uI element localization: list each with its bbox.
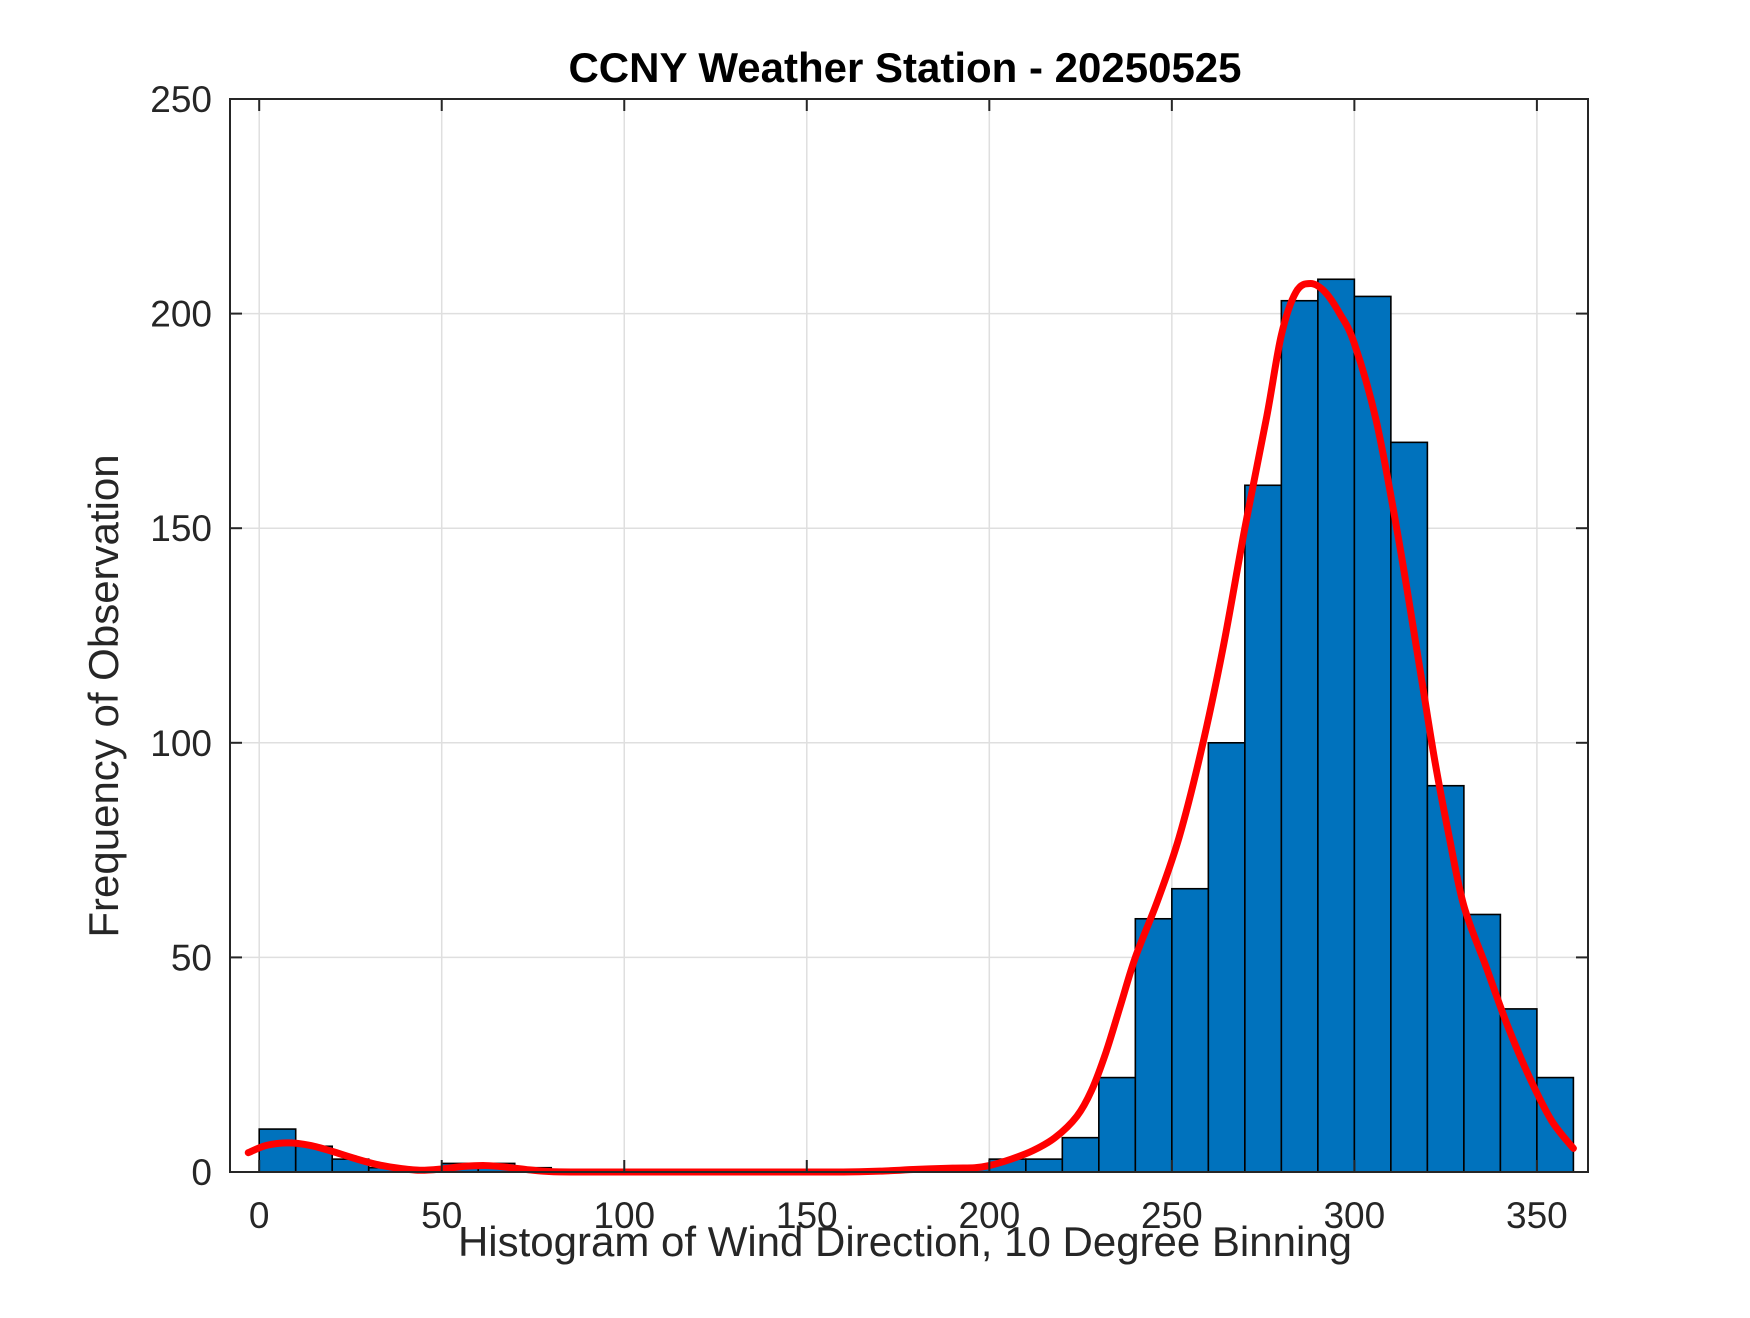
- x-tick-label: 50: [421, 1195, 462, 1236]
- y-tick-label: 200: [150, 294, 212, 335]
- histogram-bar: [1317, 278, 1356, 1173]
- y-tick-label: 50: [171, 937, 212, 978]
- histogram-bar: [1025, 1158, 1064, 1173]
- histogram-bar: [1390, 441, 1429, 1173]
- fit-curve-layer: [244, 280, 1577, 1176]
- chart-title: CCNY Weather Station - 20250525: [568, 44, 1241, 91]
- histogram-bar: [1134, 917, 1173, 1173]
- histogram-bar: [1061, 1136, 1100, 1173]
- x-tick-label: 250: [1141, 1195, 1203, 1236]
- histogram-bar: [1207, 741, 1246, 1173]
- y-axis-label: Frequency of Observation: [80, 454, 127, 937]
- x-tick-label: 100: [593, 1195, 655, 1236]
- y-tick-label: 100: [150, 723, 212, 764]
- tick-labels: 0 50 100 150 200 250 300 350 0 50 100 150 200 250: [150, 79, 1567, 1236]
- histogram-bar: [1499, 1008, 1538, 1173]
- histogram-bar: [1426, 784, 1465, 1173]
- x-tick-label: 150: [776, 1195, 838, 1236]
- x-axis-label: Histogram of Wind Direction, 10 Degree B…: [458, 1218, 1352, 1265]
- histogram-bar: [258, 1128, 297, 1173]
- plot-frame: [229, 98, 1589, 1173]
- histogram-bars: [258, 278, 1575, 1173]
- x-tick-label: 300: [1323, 1195, 1385, 1236]
- histogram-bar: [1280, 299, 1319, 1173]
- histogram-bar: [1171, 887, 1210, 1173]
- histogram-bar: [1098, 1076, 1137, 1173]
- histogram-bar: [1244, 484, 1283, 1173]
- x-tick-label: 0: [249, 1195, 270, 1236]
- y-tick-label: 250: [150, 79, 212, 120]
- x-tick-label: 350: [1506, 1195, 1568, 1236]
- histogram-bar: [1353, 295, 1392, 1173]
- x-tick-label: 200: [958, 1195, 1020, 1236]
- fit-curve-line: [244, 280, 1577, 1176]
- y-tick-label: 150: [150, 508, 212, 549]
- y-tick-label: 0: [191, 1152, 212, 1193]
- axes: [229, 98, 1589, 1173]
